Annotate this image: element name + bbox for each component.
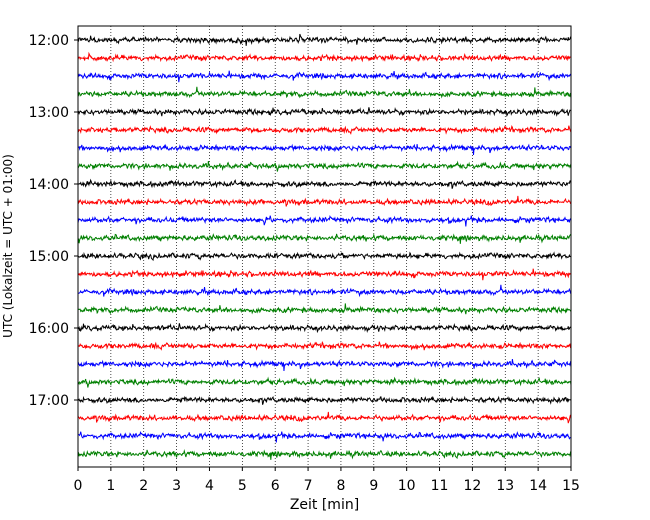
seismogram-trace bbox=[77, 359, 572, 372]
trace-lines bbox=[77, 33, 572, 460]
y-tick-label: 14:00 bbox=[29, 177, 69, 193]
seismogram-trace bbox=[77, 70, 572, 83]
y-tick-label: 17:00 bbox=[29, 393, 69, 409]
x-tick-label: 12 bbox=[463, 478, 481, 494]
seismogram-trace bbox=[77, 86, 572, 99]
y-axis-ticks: 12:00 13:00 14:00 15:00 16:00 17:00 bbox=[29, 33, 78, 409]
grid-lines bbox=[110, 26, 539, 467]
seismogram-trace bbox=[77, 431, 572, 443]
y-tick-label: 15:00 bbox=[29, 249, 69, 265]
plot-frame bbox=[77, 25, 572, 468]
seismogram-trace bbox=[77, 449, 572, 460]
x-tick-label: 9 bbox=[369, 478, 378, 494]
x-tick-label: 11 bbox=[431, 478, 449, 494]
seismogram-trace bbox=[77, 303, 572, 315]
seismogram-trace bbox=[77, 411, 572, 424]
seismogram-trace bbox=[77, 33, 572, 46]
x-tick-label: 3 bbox=[172, 478, 181, 494]
x-tick-label: 8 bbox=[336, 478, 345, 494]
seismogram-trace bbox=[77, 268, 572, 281]
seismogram-trace bbox=[77, 233, 572, 244]
y-tick-label: 16:00 bbox=[29, 321, 69, 337]
x-axis-ticks: 0 1 2 3 4 5 6 7 8 9 10 11 12 13 14 15 bbox=[74, 467, 580, 494]
seismogram-trace bbox=[77, 124, 572, 135]
seismogram-trace bbox=[77, 195, 572, 207]
y-axis-label: UTC (Lokalzeit = UTC + 01:00) bbox=[1, 154, 15, 338]
x-tick-label: 7 bbox=[304, 478, 313, 494]
x-tick-label: 15 bbox=[562, 478, 580, 494]
seismogram-trace bbox=[77, 178, 572, 189]
x-tick-label: 6 bbox=[271, 478, 280, 494]
x-axis-label: Zeit [min] bbox=[290, 497, 359, 513]
x-tick-label: 1 bbox=[106, 478, 115, 494]
y-tick-label: 12:00 bbox=[29, 33, 69, 49]
x-tick-label: 14 bbox=[529, 478, 547, 494]
seismogram-trace bbox=[77, 395, 572, 405]
seismogram-trace bbox=[77, 215, 572, 227]
seismogram-trace bbox=[77, 251, 572, 262]
x-tick-label: 4 bbox=[205, 478, 214, 494]
x-tick-label: 2 bbox=[139, 478, 148, 494]
seismogram-trace bbox=[77, 160, 572, 172]
x-tick-label: 10 bbox=[398, 478, 416, 494]
x-tick-label: 13 bbox=[496, 478, 514, 494]
seismogram-trace bbox=[77, 51, 572, 63]
x-tick-label: 0 bbox=[74, 478, 83, 494]
seismogram-trace bbox=[77, 106, 572, 118]
y-tick-label: 13:00 bbox=[29, 105, 69, 121]
seismogram-trace bbox=[77, 143, 572, 156]
seismogram-trace bbox=[77, 340, 572, 351]
seismogram-trace bbox=[77, 376, 572, 388]
seismogram-trace bbox=[77, 284, 572, 298]
x-tick-label: 5 bbox=[238, 478, 247, 494]
seismogram-trace bbox=[77, 322, 572, 334]
